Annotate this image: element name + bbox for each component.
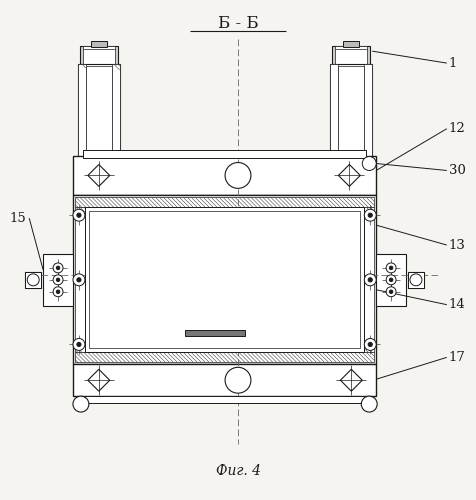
Bar xyxy=(332,46,369,64)
Bar xyxy=(330,64,371,172)
Text: Б - Б: Б - Б xyxy=(217,15,258,32)
Circle shape xyxy=(388,290,392,294)
Circle shape xyxy=(225,162,250,188)
Bar xyxy=(25,272,41,288)
Bar xyxy=(78,64,119,172)
Circle shape xyxy=(388,278,392,281)
Circle shape xyxy=(364,274,376,286)
Bar xyxy=(75,208,85,352)
Bar xyxy=(89,211,359,348)
Text: 30: 30 xyxy=(448,164,465,177)
Text: Фиг. 4: Фиг. 4 xyxy=(215,464,260,477)
Bar xyxy=(25,272,41,288)
Circle shape xyxy=(388,266,392,270)
Circle shape xyxy=(386,263,395,273)
Circle shape xyxy=(409,274,421,286)
Text: 1: 1 xyxy=(448,56,456,70)
Bar xyxy=(75,198,373,207)
Circle shape xyxy=(77,342,81,346)
Circle shape xyxy=(361,156,376,170)
Circle shape xyxy=(56,290,60,294)
Bar xyxy=(407,272,423,288)
Bar xyxy=(43,254,73,306)
Circle shape xyxy=(367,278,372,282)
Bar xyxy=(83,396,366,403)
Circle shape xyxy=(367,213,372,218)
Bar xyxy=(73,196,376,364)
Circle shape xyxy=(73,396,89,412)
Bar xyxy=(85,208,364,352)
Circle shape xyxy=(364,338,376,350)
Circle shape xyxy=(386,275,395,285)
Circle shape xyxy=(73,338,85,350)
Text: 13: 13 xyxy=(448,238,465,252)
Circle shape xyxy=(73,209,85,221)
Circle shape xyxy=(77,278,81,282)
Bar xyxy=(337,66,364,172)
Circle shape xyxy=(77,213,81,218)
Bar xyxy=(90,41,107,47)
Bar xyxy=(83,46,115,64)
Circle shape xyxy=(27,274,39,286)
Bar xyxy=(83,150,366,158)
Bar xyxy=(75,352,373,362)
Circle shape xyxy=(367,342,372,346)
Circle shape xyxy=(364,209,376,221)
Circle shape xyxy=(53,287,63,296)
Bar xyxy=(78,64,86,172)
Bar xyxy=(111,64,119,172)
Circle shape xyxy=(53,263,63,273)
Text: 17: 17 xyxy=(448,351,465,364)
Circle shape xyxy=(56,278,60,281)
Bar xyxy=(185,330,245,336)
Text: 15: 15 xyxy=(10,212,26,224)
Bar xyxy=(335,46,367,64)
Circle shape xyxy=(53,275,63,285)
Bar xyxy=(407,272,423,288)
Bar xyxy=(73,364,376,396)
Bar xyxy=(364,64,371,172)
Text: 12: 12 xyxy=(448,122,465,135)
Text: 14: 14 xyxy=(448,298,465,311)
Circle shape xyxy=(56,266,60,270)
Bar xyxy=(80,46,118,64)
Bar xyxy=(376,254,405,306)
Bar xyxy=(364,208,373,352)
Bar xyxy=(330,64,337,172)
Circle shape xyxy=(225,368,250,393)
Bar xyxy=(343,41,358,47)
Circle shape xyxy=(73,274,85,286)
Circle shape xyxy=(360,396,377,412)
Bar xyxy=(73,156,376,196)
Circle shape xyxy=(386,287,395,296)
Bar xyxy=(86,66,111,172)
